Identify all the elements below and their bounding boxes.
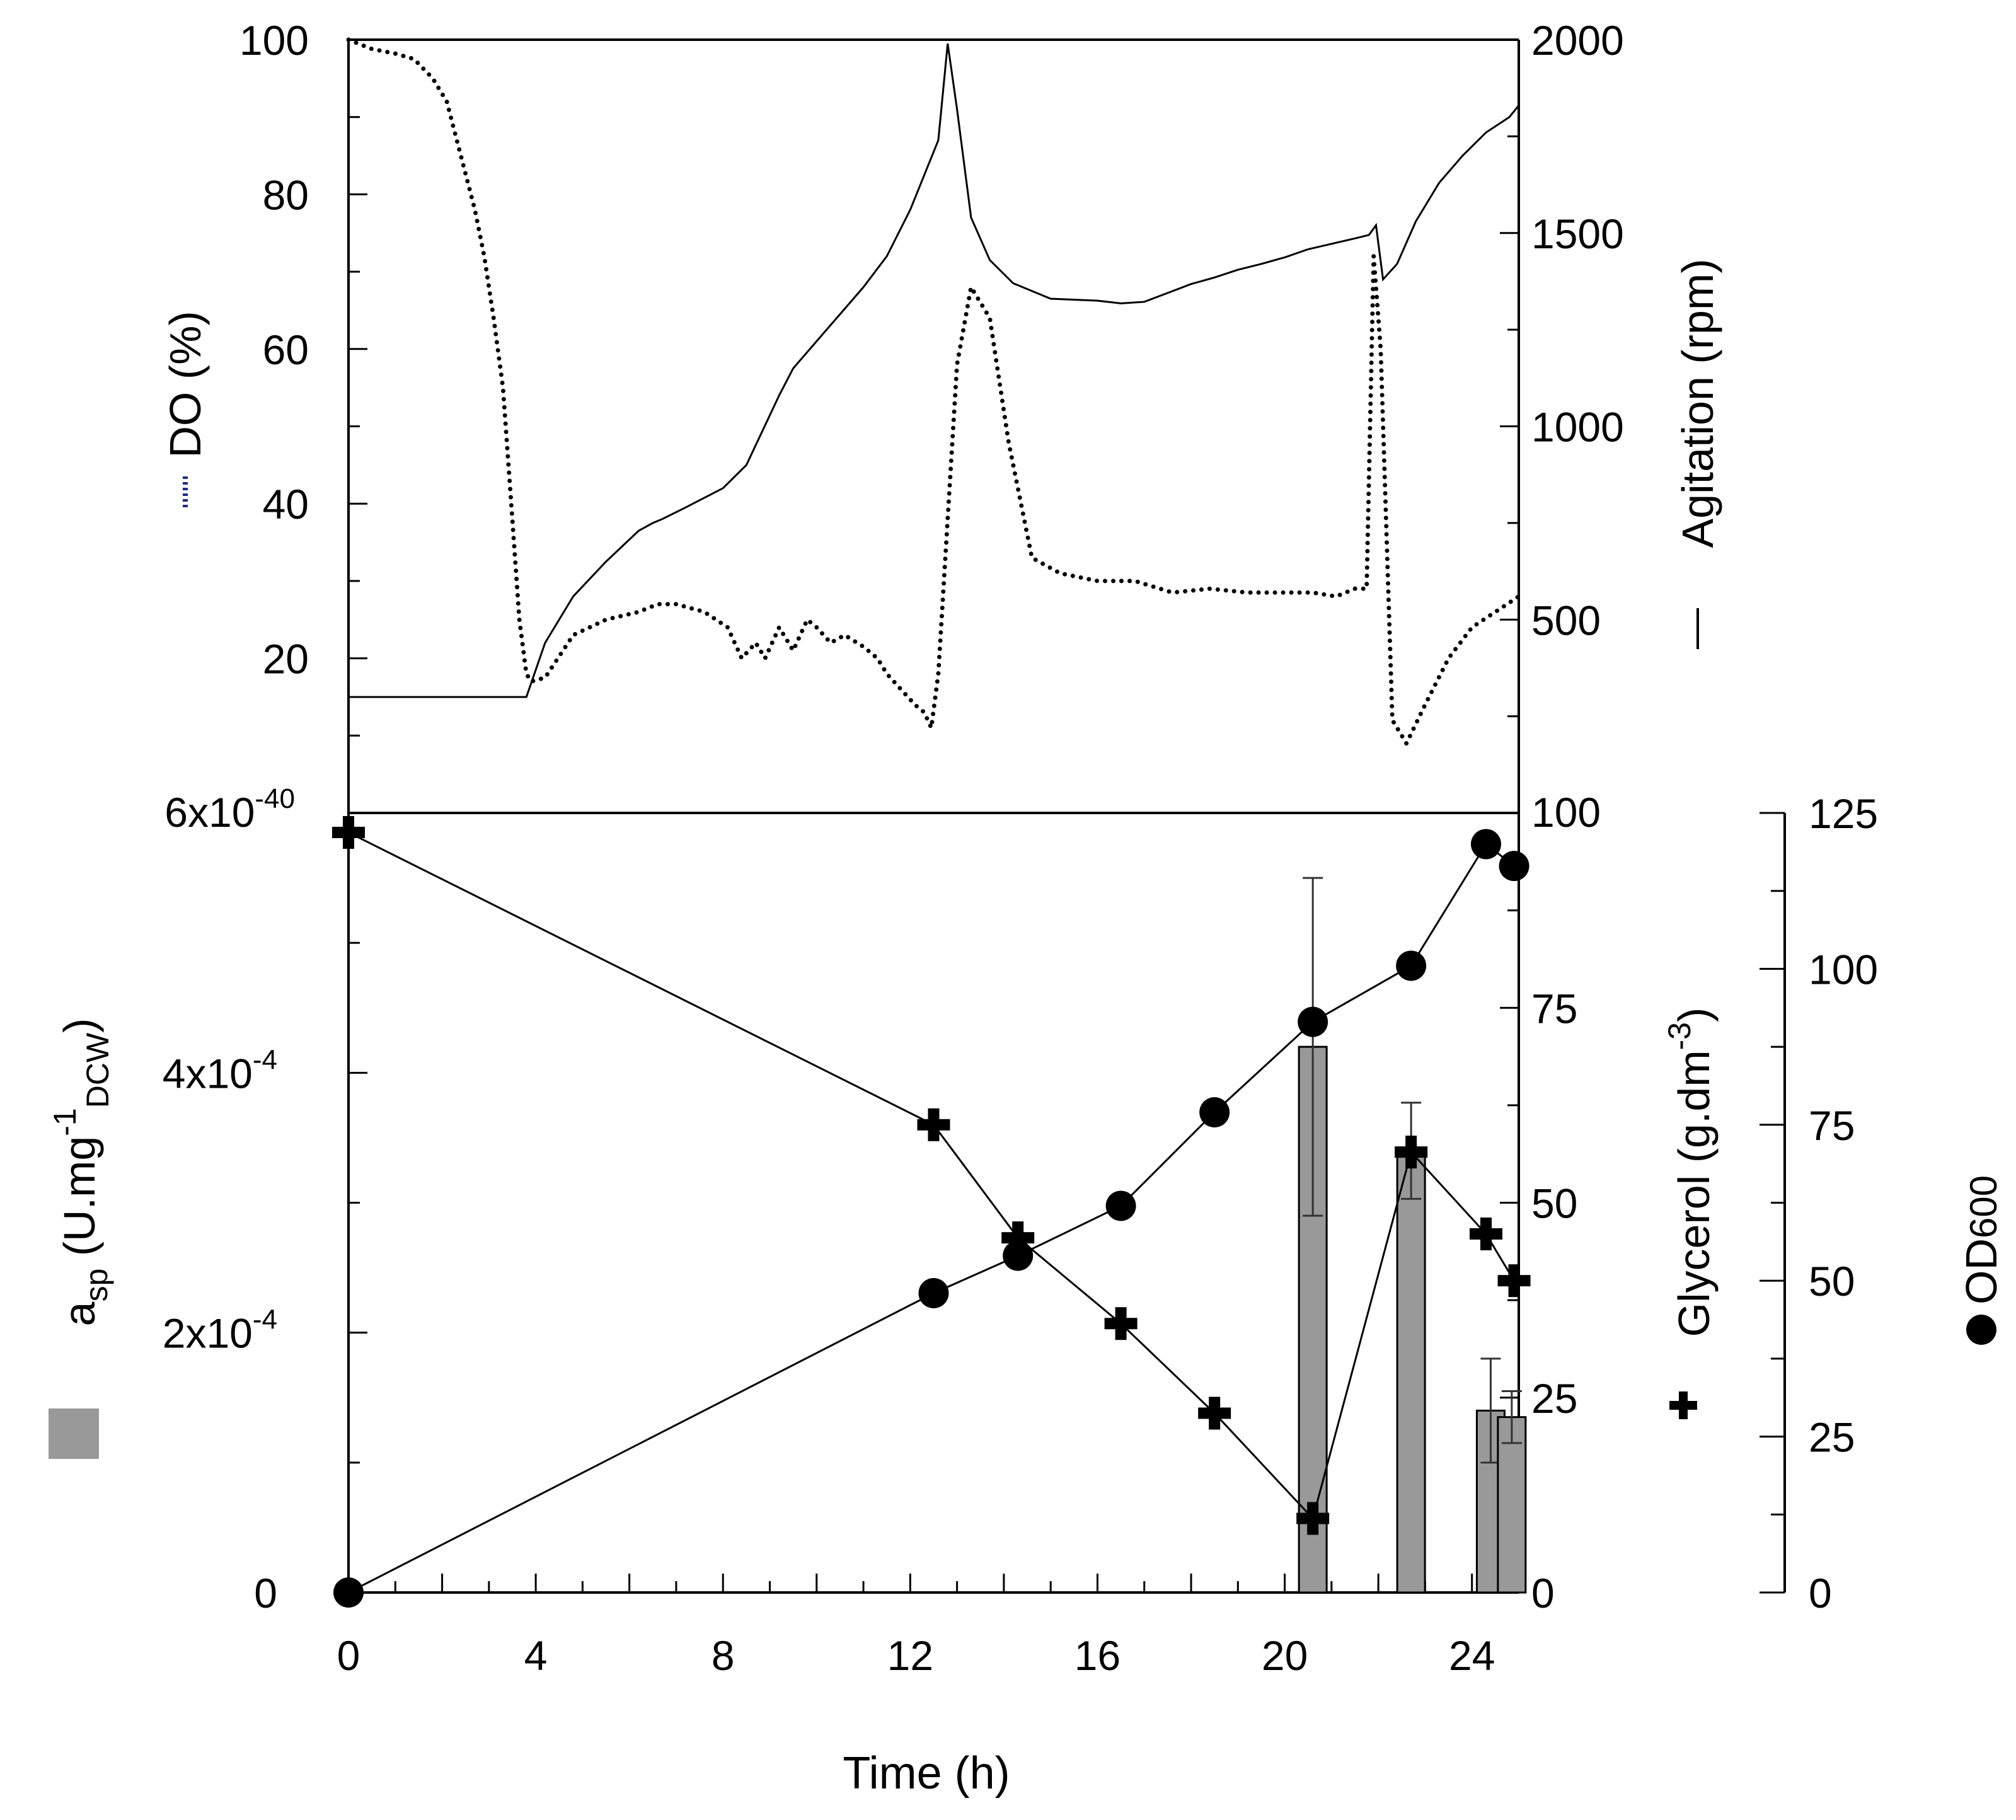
x-tick-label: 16 [1074, 1632, 1120, 1679]
glycerol-axis-title: Glycerol (g.dm-3) [1662, 1008, 1719, 1419]
glycerol-marker-v [928, 1108, 940, 1141]
glycerol-marker-v [1209, 1397, 1221, 1430]
agitation-tick-label: 1000 [1531, 404, 1624, 451]
glycerol-marker-v [343, 815, 354, 849]
glycerol-marker-v [1508, 1264, 1520, 1298]
axis-ticks [348, 116, 1785, 1594]
asp-bars [1298, 877, 1527, 1594]
do-tick-label: 40 [263, 481, 309, 527]
do-tick-label: 20 [263, 636, 309, 682]
x-tick-label: 8 [711, 1632, 735, 1679]
od-axis-title: OD600 [1957, 1175, 2006, 1345]
do-axis-title-text: DO (%) [161, 311, 210, 458]
od600-marker [1105, 1190, 1136, 1221]
glycerol-marker [332, 815, 365, 849]
glycerol-marker-v [1307, 1502, 1319, 1535]
glycerol-marker-v [1405, 1136, 1417, 1169]
od600-marker [918, 1277, 949, 1308]
x-tick-label: 4 [524, 1632, 548, 1679]
boundary-right-label: 100 [1531, 789, 1601, 836]
glycerol-marker-v [1115, 1307, 1127, 1340]
tick-labels: 2040608010050010001500200002x10-44x10-40… [163, 17, 1878, 1679]
glycerol-tick-label: 25 [1531, 1375, 1577, 1422]
do-tick-label: 60 [263, 326, 309, 373]
glycerol-marker [1395, 1136, 1428, 1169]
glycerol-tick-label: 0 [1531, 1570, 1555, 1616]
od600-marker [1003, 1240, 1034, 1271]
agitation-tick-label: 500 [1531, 597, 1601, 643]
glycerol-marker-v [1012, 1221, 1024, 1255]
asp-tick-label: 0 [254, 1570, 277, 1616]
asp-legend-grey-square [49, 1408, 99, 1459]
boundary-left-label: 6x10-40 [164, 783, 295, 836]
do-axis-title: DO (%) [161, 311, 210, 507]
od600-marker [1396, 950, 1427, 981]
od-tick-label: 75 [1809, 1102, 1855, 1149]
glycerol-marker [1104, 1307, 1138, 1340]
agitation-axis-title-text: Agitation (rpm) [1673, 258, 1722, 548]
od-tick-label: 125 [1809, 790, 1878, 837]
od600-marker [1298, 1006, 1328, 1037]
do-tick-label: 80 [263, 171, 309, 218]
plot-series [332, 37, 1531, 1608]
do-tick-label: 100 [239, 17, 309, 64]
glycerol-marker [917, 1108, 950, 1141]
agitation-line [348, 43, 1520, 698]
od-tick-label: 0 [1809, 1570, 1832, 1616]
do-dotted-line [346, 37, 1521, 748]
asp-bar [1497, 1416, 1527, 1594]
glycerol-marker [1497, 1264, 1531, 1298]
od-tick-label: 25 [1809, 1414, 1855, 1461]
asp-axis-title: asp (U.mg-1DCW) [47, 1018, 115, 1459]
asp-tick-label: 2x10-4 [163, 1305, 277, 1357]
x-tick-label: 20 [1262, 1632, 1308, 1679]
od-tick-label: 50 [1809, 1258, 1855, 1305]
glycerol-line [348, 831, 1515, 1521]
agitation-tick-label: 2000 [1531, 17, 1624, 64]
od-tick-label: 100 [1809, 946, 1878, 993]
od600-marker [1471, 829, 1502, 860]
od600-marker [1199, 1097, 1230, 1128]
x-axis-title: Time (h) [843, 1748, 1010, 1799]
x-tick-label: 24 [1449, 1632, 1495, 1679]
asp-axis-title-text: asp (U.mg-1DCW) [47, 1018, 115, 1327]
glycerol-marker [1470, 1217, 1503, 1250]
asp-tick-label: 4x10-4 [163, 1044, 277, 1097]
agitation-tick-label: 1500 [1531, 210, 1624, 257]
x-tick-label: 12 [887, 1632, 933, 1679]
x-tick-label: 0 [337, 1632, 360, 1679]
glycerol-marker-v [1480, 1217, 1492, 1250]
asp-bar [1396, 1149, 1426, 1594]
glycerol-tick-label: 50 [1531, 1180, 1577, 1227]
od-axis-title-text: OD600 [1957, 1175, 2006, 1305]
glycerol-legend-plus [1669, 1391, 1697, 1419]
od600-line [348, 843, 1515, 1594]
glycerol-marker [1198, 1397, 1231, 1430]
agitation-axis-title: Agitation (rpm) [1673, 258, 1722, 649]
glycerol-marker [1001, 1221, 1035, 1255]
glycerol-marker [1296, 1502, 1330, 1535]
glycerol-axis-title-text: Glycerol (g.dm-3) [1662, 1008, 1719, 1337]
od600-marker [1499, 851, 1529, 882]
od600-marker [333, 1577, 364, 1608]
od-legend-circle [1966, 1315, 1996, 1345]
glycerol-tick-label: 75 [1531, 985, 1577, 1032]
